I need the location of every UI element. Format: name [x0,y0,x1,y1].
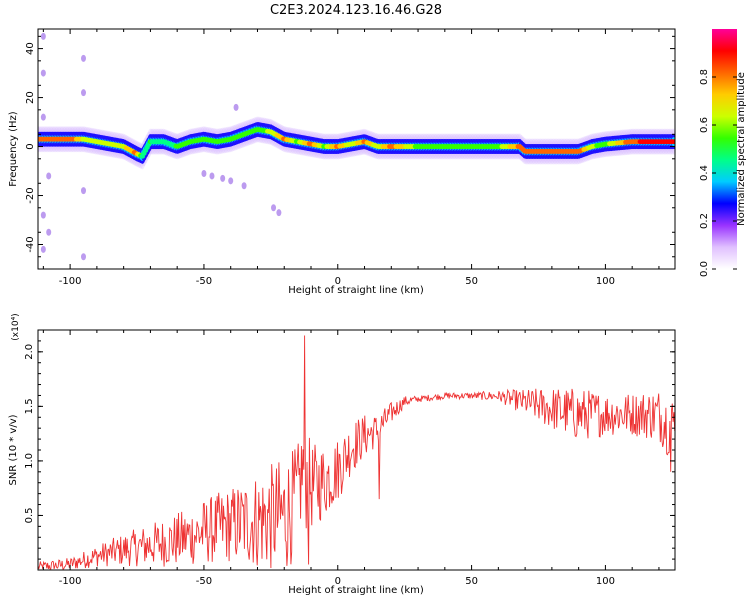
spectrogram-scatter [40,32,282,261]
x-tick-label: 0 [335,576,341,587]
y-tick-label: 0 [25,143,36,149]
spectrogram-plot-area [38,32,675,261]
spectrogram-core-cell [671,139,675,145]
spectrogram-scatter-point [40,245,46,253]
colorbar-ticks: 0.0 0.2 0.4 0.6 0.8 [699,69,737,277]
y-tick-label: -40 [25,236,36,252]
x-tick-label: -50 [196,576,212,587]
x-tick-label: -100 [59,276,82,287]
spectrogram-scatter-point [46,172,52,180]
spectrogram-scatter-point [201,169,207,177]
colorbar-tick-label: 0.4 [699,165,710,181]
x-tick-label: 100 [596,576,615,587]
spectrogram-scatter-point [46,228,52,236]
figure-title: C2E3.2024.123.16.46.G28 [270,3,442,18]
snr-y-multiplier: (x10⁴) [11,313,21,340]
spectrogram-scatter-point [40,211,46,219]
x-tick-label: -100 [59,576,82,587]
spectrogram-scatter-point [220,174,226,182]
spectrogram-scatter-point [40,32,46,40]
snr-series-line [38,335,675,570]
spectrogram-scatter-point [276,209,282,217]
spectrogram-panel: -100 -50 0 50 100 -40 -20 0 20 40 Height of stra… [8,28,676,296]
y-tick-label: 1.0 [24,453,35,469]
colorbar-label: Normalized spectral amplitude [736,72,747,226]
spectrogram-scatter-point [271,204,277,212]
colorbar-tick-label: 0.8 [699,69,710,85]
spectrogram-x-ticks: -100 -50 0 50 100 [42,29,660,287]
spectrogram-scatter-point [40,113,46,121]
snr-y-ticks: 0.5 1.0 1.5 2.0 [24,340,675,560]
spectrogram-x-axis-label: Height of straight line (km) [288,285,424,296]
snr-panel: -100 -50 0 50 100 0.5 1.0 1.5 2.0 Height of str… [8,313,676,596]
x-tick-label: -50 [196,276,212,287]
y-tick-label: 40 [25,42,36,55]
spectrogram-scatter-point [81,187,86,195]
spectrogram-scatter-point [40,69,46,77]
spectrogram-scatter-point [81,89,86,97]
y-tick-label: -20 [25,187,36,203]
spectrogram-y-ticks: -40 -20 0 20 40 [25,35,675,258]
snr-x-axis-label: Height of straight line (km) [288,585,424,596]
snr-y-axis-label: SNR (10 * v/v) [8,414,19,485]
x-tick-label: 100 [596,276,615,287]
x-tick-label: 50 [465,576,478,587]
spectrogram-core [38,127,675,159]
x-tick-label: 50 [465,276,478,287]
spectrogram-y-axis-label: Frequency (Hz) [8,111,19,187]
y-tick-label: 2.0 [24,344,35,360]
spectrogram-frame [37,28,676,270]
colorbar-tick-label: 0.2 [699,213,710,229]
colorbar-scale [712,29,737,269]
colorbar-tick-label: 0.0 [699,261,710,277]
spectrogram-scatter-point [81,253,86,261]
snr-x-ticks: -100 -50 0 50 100 [42,330,660,587]
y-tick-label: 0.5 [24,508,35,524]
spectrogram-scatter-point [228,177,234,185]
y-tick-label: 20 [25,91,36,104]
snr-plot-area [38,335,675,570]
colorbar: 0.0 0.2 0.4 0.6 0.8 Normalized spectral ampl… [699,29,747,277]
y-tick-label: 1.5 [24,398,35,414]
spectrogram-scatter-point [241,182,247,190]
spectrogram-scatter-point [209,172,215,180]
spectrogram-scatter-point [81,54,86,62]
colorbar-tick-label: 0.6 [699,117,710,133]
x-tick-label: 0 [335,276,341,287]
spectrogram-scatter-point [233,103,239,111]
